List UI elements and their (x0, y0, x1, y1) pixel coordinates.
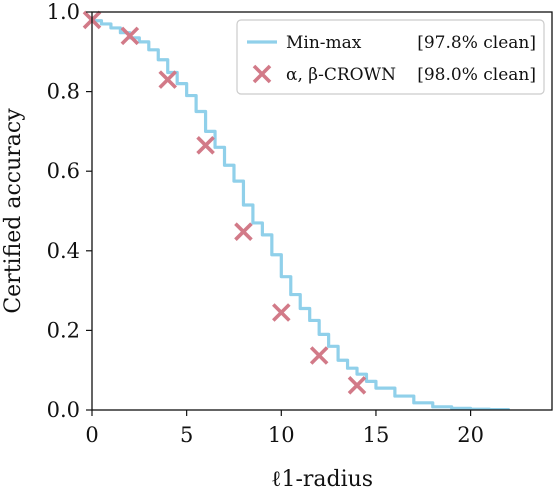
legend-series-note: [98.0% clean] (417, 65, 536, 85)
y-tick-label: 1.0 (47, 0, 80, 24)
data-point-crown (196, 136, 215, 155)
x-tick-label: 10 (268, 423, 295, 447)
marker-stroke (309, 346, 329, 365)
legend-series-name: α, β-CROWN (286, 65, 396, 85)
data-point-crown (347, 376, 367, 395)
x-axis-label: ℓ1-radius (271, 467, 373, 490)
legend-box (236, 19, 545, 95)
y-tick-label: 0.4 (47, 239, 80, 263)
x-tick-label: 20 (457, 423, 484, 447)
marker-stroke (196, 136, 215, 155)
data-point-crown (158, 70, 177, 89)
y-axis-label: Certified accuracy (1, 108, 26, 314)
y-tick-label: 0.6 (47, 159, 80, 183)
x-tick-label: 0 (85, 423, 98, 447)
data-point-crown (272, 303, 291, 322)
y-tick-label: 0.0 (47, 398, 80, 422)
legend-swatch-x (252, 64, 272, 84)
series-line-minmax (92, 19, 511, 410)
legend: Min-max [97.8% clean] α, β-CROWN [98.0% cle… (236, 19, 545, 95)
y-tick-label: 0.2 (47, 318, 80, 342)
x-tick-label: 5 (180, 423, 193, 447)
x-tick-label: 15 (363, 423, 390, 447)
plot-frame (91, 11, 553, 411)
marker-layer (82, 10, 367, 395)
plot-area (92, 19, 511, 410)
y-tick-label: 0.8 (47, 80, 80, 104)
marker-stroke (234, 222, 253, 241)
data-point-crown (309, 346, 329, 365)
data-point-crown (234, 222, 253, 241)
marker-stroke (272, 303, 291, 322)
legend-series-note: [97.8% clean] (417, 33, 536, 53)
marker-stroke (158, 70, 177, 89)
marker-stroke (347, 376, 367, 395)
y-axis: 0.0 0.2 0.4 0.6 0.8 1.0 (47, 0, 92, 422)
data-point-crown (120, 26, 140, 46)
marker-stroke (120, 26, 140, 46)
x-axis: 0 5 10 15 20 (85, 410, 484, 447)
legend-series-name: Min-max (286, 33, 362, 53)
